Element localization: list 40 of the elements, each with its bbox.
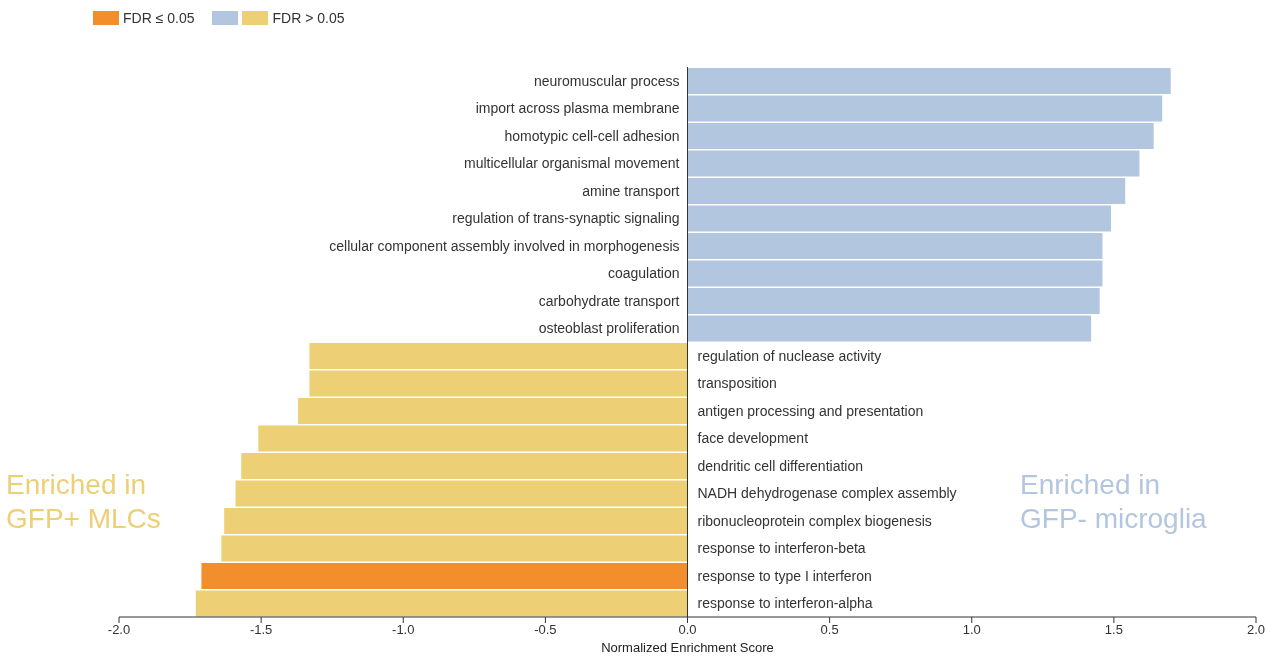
bar <box>309 343 688 369</box>
bar <box>221 535 688 562</box>
x-tick-label: -1.0 <box>392 622 415 638</box>
x-tick-label: 0.5 <box>820 622 839 638</box>
bar <box>687 68 1171 94</box>
x-tick-label: -2.0 <box>107 622 131 638</box>
legend-label: FDR > 0.05 <box>272 10 345 26</box>
y-tick-label: ribonucleoprotein complex biogenesis <box>697 512 932 529</box>
y-tick-label: import across plasma membrane <box>475 100 680 117</box>
y-tick-label: transposition <box>697 375 777 392</box>
x-tick-label: 2.0 <box>1246 622 1266 638</box>
bar <box>201 563 688 589</box>
y-tick-label: face development <box>697 430 809 447</box>
bar <box>687 315 1092 342</box>
legend-label: FDR ≤ 0.05 <box>123 10 195 26</box>
y-tick-label: NADH dehydrogenase complex assembly <box>697 485 957 502</box>
x-axis-title: Normalized Enrichment Score <box>601 640 774 655</box>
y-tick-label: antigen processing and presentation <box>697 402 924 419</box>
y-tick-label: cellular component assembly involved in morphogenesis <box>329 237 680 254</box>
annotation: Enriched in GFP- microglia <box>1020 468 1207 536</box>
y-tick-label: regulation of nuclease activity <box>697 347 882 364</box>
x-tick-label: -0.5 <box>534 622 557 638</box>
y-tick-label: coagulation <box>607 265 680 282</box>
y-tick-label: amine transport <box>582 182 680 199</box>
y-tick-label: osteoblast proliferation <box>538 320 680 337</box>
y-tick-label: response to interferon-alpha <box>697 595 873 612</box>
annotation: Enriched in GFP+ MLCs <box>6 468 161 536</box>
y-tick-label: regulation of trans-synaptic signaling <box>452 210 680 227</box>
x-tick-label: 0.0 <box>678 622 697 638</box>
y-tick-label: dendritic cell differentiation <box>697 457 864 474</box>
y-tick-label: response to interferon-beta <box>697 540 866 557</box>
x-tick-label: 1.5 <box>1104 622 1123 638</box>
y-tick-label: homotypic cell-cell adhesion <box>504 127 680 144</box>
y-tick-label: multicellular organismal movement <box>463 155 680 172</box>
x-tick-label: -1.5 <box>249 622 273 638</box>
y-tick-label: response to type I interferon <box>697 567 872 584</box>
x-tick-label: 1.0 <box>962 622 981 638</box>
y-tick-label: carbohydrate transport <box>538 292 680 309</box>
y-tick-label: neuromuscular process <box>533 72 680 89</box>
bar <box>195 590 688 617</box>
